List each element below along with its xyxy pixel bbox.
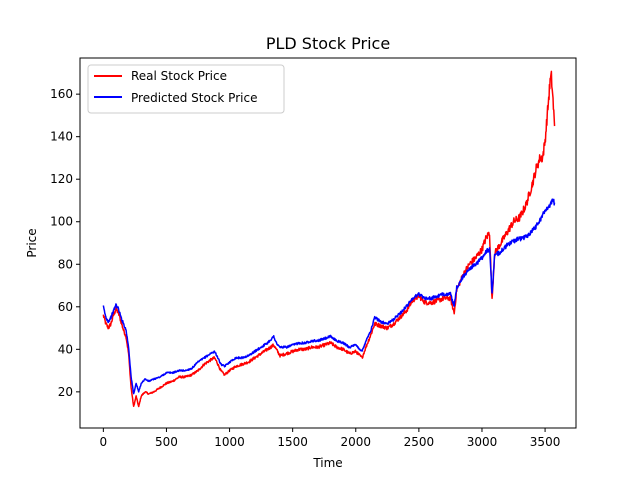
plot-area [79, 57, 577, 429]
legend-label-predicted: Predicted Stock Price [131, 91, 257, 105]
y-tick-label: 120 [50, 172, 73, 186]
x-axis: 0 500 1000 1500 2000 2500 3000 3500 [100, 428, 561, 449]
series-layer [102, 70, 556, 408]
x-tick-label: 2000 [340, 435, 371, 449]
y-tick-label: 100 [50, 215, 73, 229]
x-tick-label: 0 [100, 435, 108, 449]
y-axis: 20 40 60 80 100 120 140 160 [50, 87, 80, 399]
y-tick-label: 80 [58, 257, 73, 271]
chart-title: PLD Stock Price [266, 34, 390, 53]
y-axis-label: Price [25, 228, 39, 257]
series-line-0 [102, 70, 556, 408]
y-tick-label: 20 [58, 385, 73, 399]
series-line-1 [102, 198, 556, 395]
x-tick-label: 1000 [214, 435, 245, 449]
y-tick-label: 140 [50, 130, 73, 144]
y-tick-label: 40 [58, 342, 73, 356]
x-tick-label: 1500 [277, 435, 308, 449]
axes-frame [79, 57, 577, 429]
x-tick-label: 3500 [530, 435, 561, 449]
y-tick-label: 160 [50, 87, 73, 101]
legend-label-real: Real Stock Price [131, 69, 227, 83]
x-axis-label: Time [312, 456, 342, 470]
y-tick-label: 60 [58, 300, 73, 314]
x-tick-label: 500 [155, 435, 178, 449]
x-tick-label: 3000 [467, 435, 498, 449]
legend: Real Stock Price Predicted Stock Price [87, 64, 285, 114]
legend-box [87, 64, 285, 114]
x-tick-label: 2500 [404, 435, 435, 449]
